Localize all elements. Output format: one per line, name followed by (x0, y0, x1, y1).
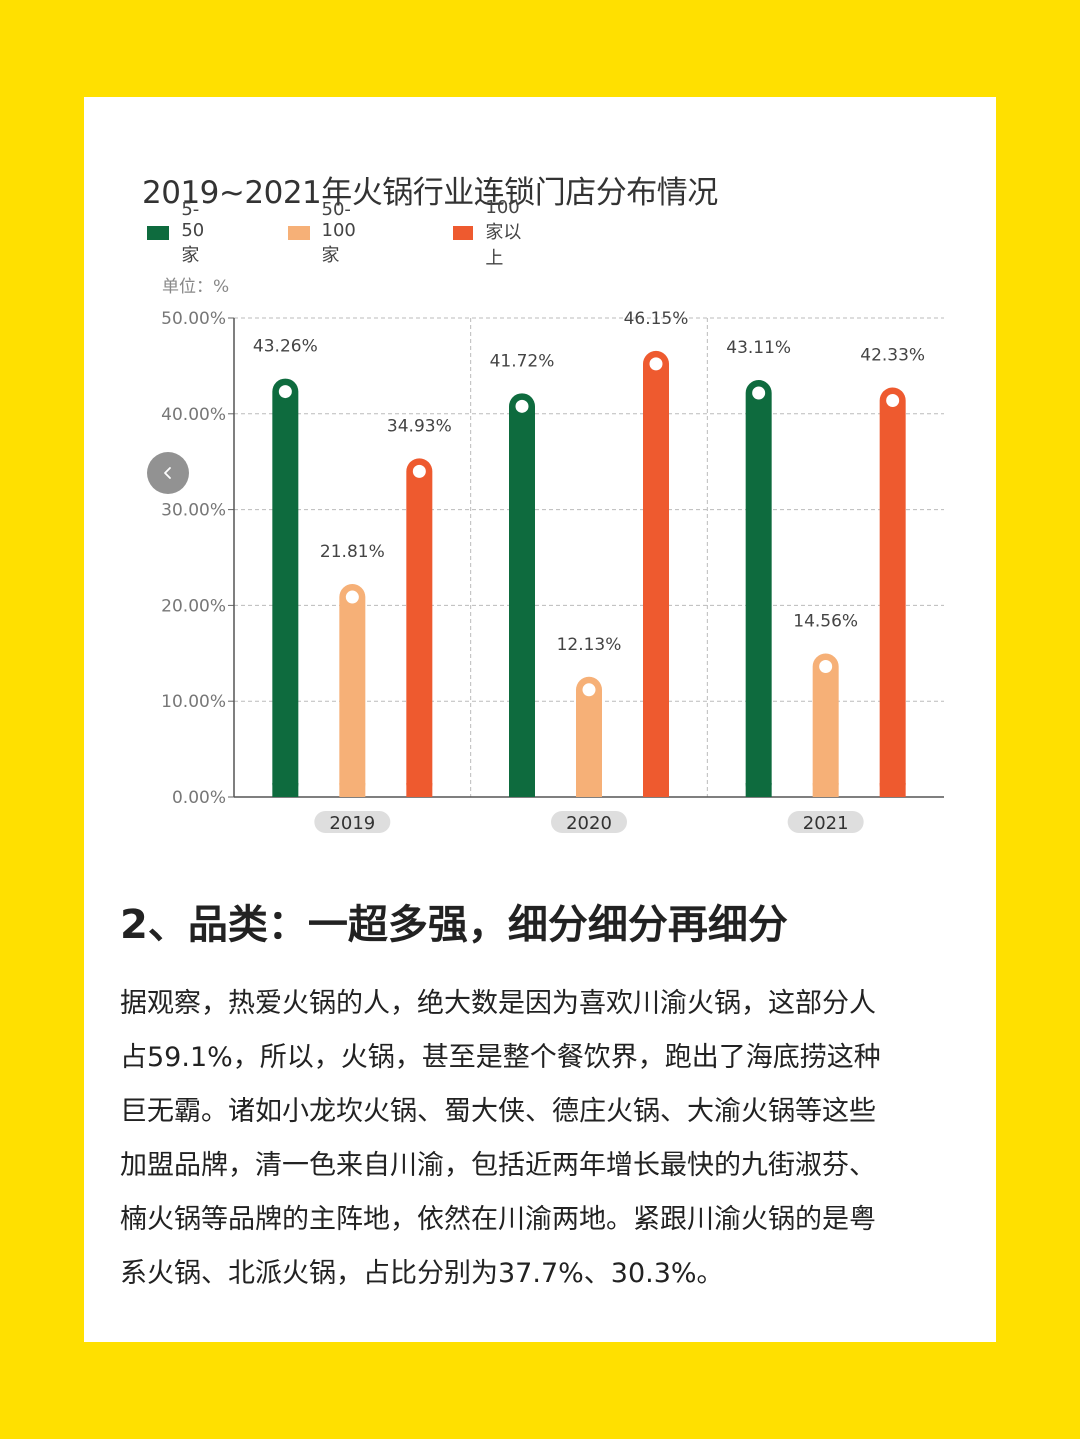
chevron-left-icon (164, 467, 171, 479)
data-label: 43.11% (726, 338, 791, 358)
y-tick-label: 0.00% (172, 788, 226, 808)
article-paragraph: 据观察，热爱火锅的人，绝大数是因为喜欢川渝火锅，这部分人 占59.1%，所以，火… (120, 977, 965, 1301)
bar-marker (412, 464, 426, 478)
bar-base (509, 783, 535, 797)
section-heading: 2、品类：一超多强，细分细分再细分 (120, 902, 788, 948)
bar-marker (649, 357, 663, 371)
paragraph-line: 巨无霸。诸如小龙坎火锅、蜀大侠、德庄火锅、大渝火锅等这些 (120, 1096, 876, 1127)
legend-item-50-100: 50-100家 (288, 199, 370, 266)
bar-marker (345, 590, 359, 604)
legend-swatch-50-100 (288, 226, 310, 240)
category-label: 2019 (329, 813, 375, 834)
legend-item-5-50: 5-50家 (147, 199, 218, 266)
data-label: 46.15% (624, 309, 689, 329)
data-label: 42.33% (860, 345, 925, 365)
legend-swatch-100-plus (453, 226, 474, 240)
bar-base (745, 783, 772, 797)
data-label: 12.13% (557, 635, 622, 655)
y-tick-label: 50.00% (161, 309, 226, 329)
bar (272, 378, 299, 797)
unit-label: 单位：% (162, 277, 229, 297)
y-tick-label: 20.00% (161, 596, 226, 616)
paragraph-line: 据观察，热爱火锅的人，绝大数是因为喜欢川渝火锅，这部分人 (120, 988, 876, 1019)
bar (745, 380, 772, 797)
data-label: 41.72% (490, 351, 555, 371)
bar (576, 676, 602, 797)
bar-marker (278, 385, 292, 399)
y-tick-label: 10.00% (161, 692, 226, 712)
bar-base (812, 783, 839, 797)
paragraph-line: 加盟品牌，清一色来自川渝，包括近两年增长最快的九街淑芬、 (120, 1150, 876, 1181)
bar-base (879, 783, 906, 797)
y-tick-label: 40.00% (161, 405, 226, 425)
bar-base (576, 783, 602, 797)
y-tick-label: 30.00% (161, 501, 226, 521)
bar-marker (752, 386, 766, 400)
paragraph-line: 系火锅、北派火锅，占比分别为37.7%、30.3%。 (120, 1258, 724, 1289)
bar-base (406, 783, 433, 797)
prev-slide-button[interactable] (147, 452, 189, 494)
content-card: 2019~2021年火锅行业连锁门店分布情况 5-50家 50-100家 100… (84, 97, 996, 1342)
legend-item-100-plus: 100家以上 (453, 197, 535, 269)
bar (879, 387, 906, 797)
bar-base (272, 783, 299, 797)
bar (406, 458, 433, 797)
bar (812, 653, 839, 797)
legend-label-5-50: 5-50家 (181, 199, 205, 266)
bar-marker (886, 393, 900, 407)
bar-marker (819, 660, 833, 674)
category-pill (551, 811, 627, 833)
category-label: 2020 (566, 813, 612, 834)
legend-label-50-100: 50-100家 (321, 199, 356, 266)
data-label: 34.93% (387, 416, 452, 436)
bar (643, 350, 669, 797)
paragraph-line: 楠火锅等品牌的主阵地，依然在川渝两地。紧跟川渝火锅的是粤 (120, 1204, 876, 1235)
category-label: 2021 (803, 813, 849, 834)
bar-chart: 单位：% 0.00% 10.00% 20.00% 30.00% 40.00% 50.00% 4… (161, 277, 944, 834)
paragraph-line: 占59.1%，所以，火锅，甚至是整个餐饮界，跑出了海底捞这种 (120, 1042, 881, 1073)
bar-base (643, 783, 669, 797)
bar (339, 584, 366, 797)
data-label: 21.81% (320, 542, 385, 562)
category-pill (787, 811, 864, 833)
bar-marker (582, 683, 596, 697)
legend-swatch-5-50 (147, 226, 170, 240)
bar-base (339, 783, 366, 797)
bar (509, 393, 535, 797)
legend-label-100-plus: 100家以上 (485, 196, 522, 269)
chart-title: 2019~2021年火锅行业连锁门店分布情况 (142, 175, 718, 211)
data-label: 14.56% (793, 612, 858, 632)
data-label: 43.26% (253, 337, 318, 357)
bar-marker (515, 399, 529, 413)
category-pill (314, 811, 391, 833)
